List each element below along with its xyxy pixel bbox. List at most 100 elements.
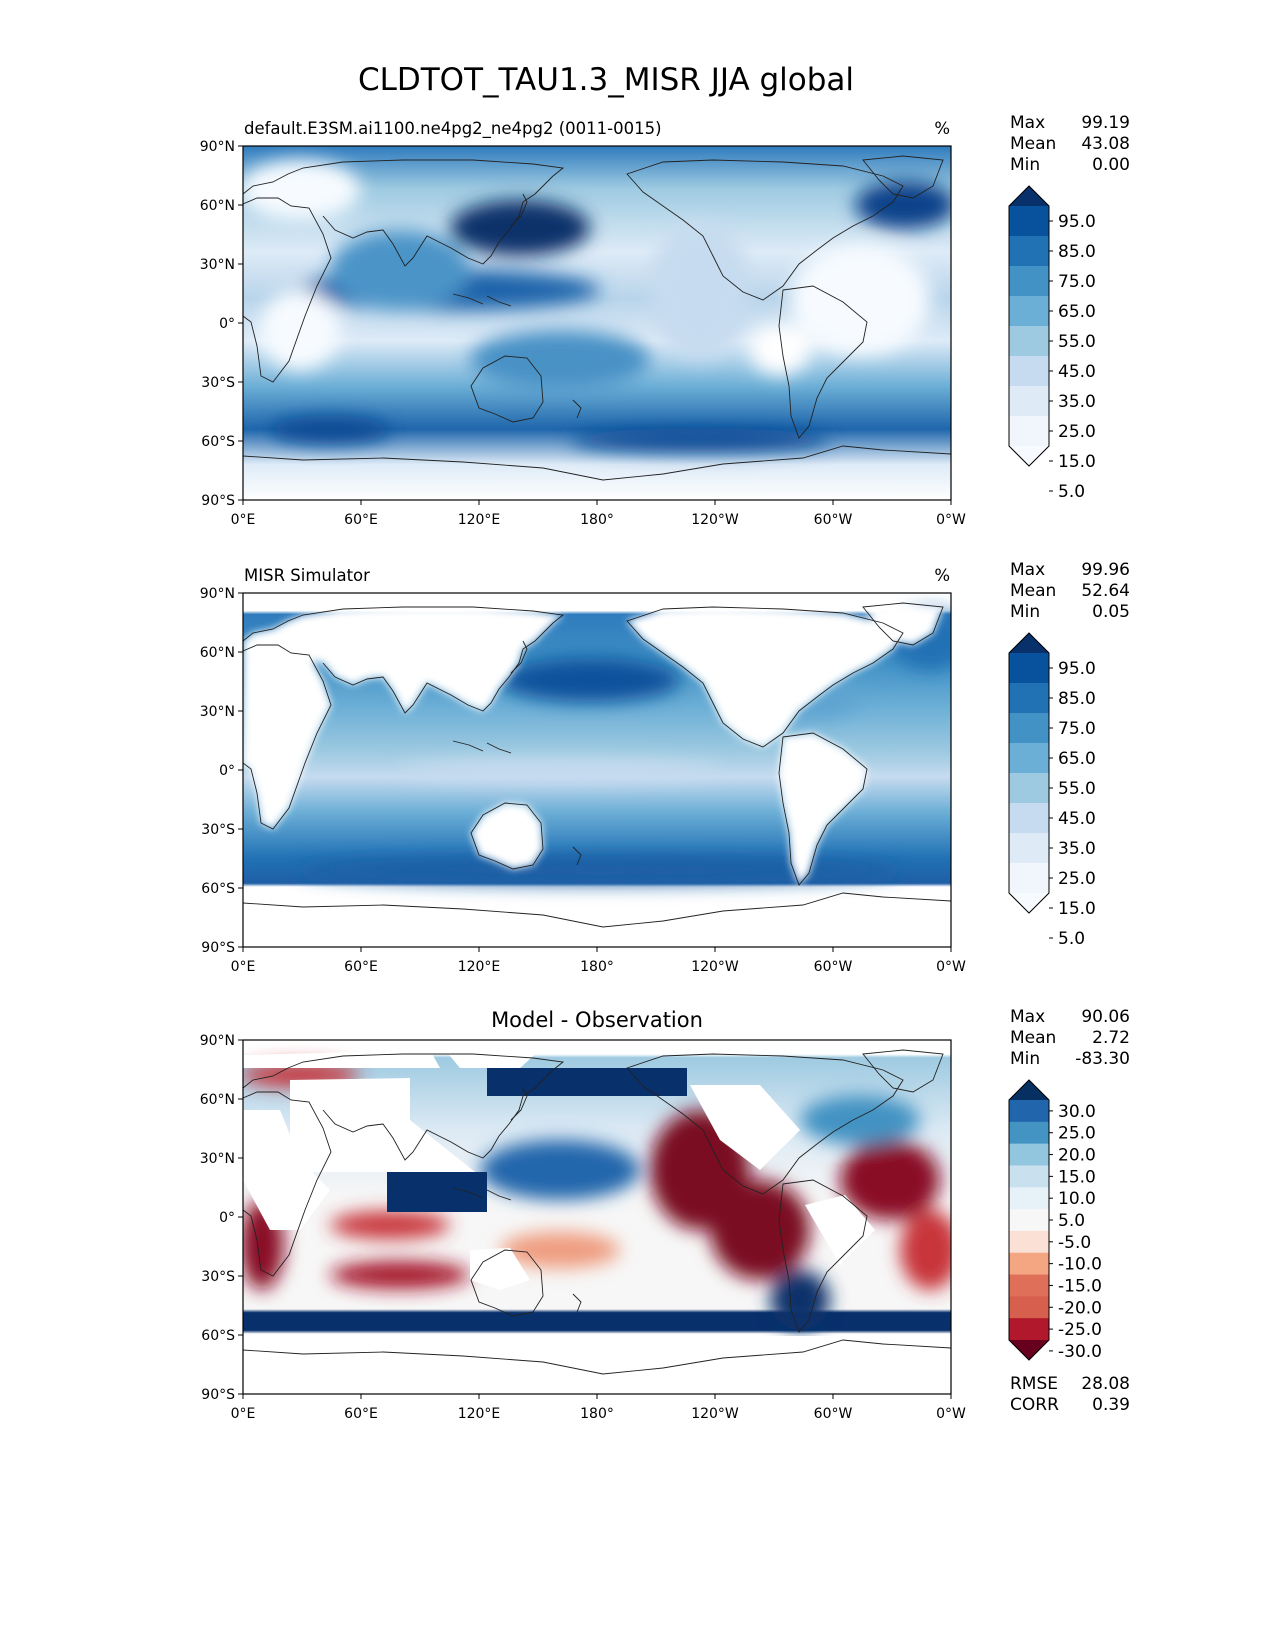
- colorbar-segment: [1009, 236, 1049, 267]
- colorbar-label: 15.0: [1058, 899, 1096, 919]
- lat-tick-label: 90°N: [200, 586, 235, 602]
- lon-tick-label: 120°W: [691, 512, 739, 528]
- colorbar-segment: [1009, 1100, 1049, 1123]
- colorbar-label: -20.0: [1058, 1298, 1102, 1318]
- stat-label: Max: [1010, 560, 1045, 580]
- figure-title: CLDTOT_TAU1.3_MISR JJA global: [358, 62, 854, 98]
- lon-tick-label: 120°W: [691, 1406, 739, 1422]
- stat-label: Mean: [1010, 581, 1056, 601]
- colorbar-outline: [1008, 185, 1050, 467]
- colorbar-segment: [1009, 386, 1049, 417]
- lat-axis: 90°N 60°N 30°N 0° 30°S 60°S 90°S: [200, 139, 243, 509]
- lon-tick-label: 60°E: [344, 959, 378, 975]
- colorbar-label: 85.0: [1058, 689, 1096, 709]
- stat-label: Mean: [1010, 1028, 1056, 1048]
- lat-tick-label: 90°S: [201, 1387, 235, 1403]
- lat-tick-label: 30°N: [200, 1151, 235, 1167]
- lat-tick-label: 30°N: [200, 704, 235, 720]
- lat-tick-label: 60°N: [200, 198, 235, 214]
- colorbar-segment: [1009, 1230, 1049, 1254]
- colorbar-segment: [1009, 1187, 1049, 1210]
- lat-tick-label: 30°S: [201, 822, 235, 838]
- lon-tick-label: 0°E: [231, 1406, 256, 1422]
- lon-axis: 0°E 60°E 120°E 180° 120°W 60°W 0°W: [231, 947, 966, 975]
- colorbar-label: 65.0: [1058, 749, 1096, 769]
- stat-value: -83.30: [1075, 1049, 1130, 1069]
- lon-tick-label: 60°W: [814, 512, 853, 528]
- colorbar-segment: [1009, 1252, 1049, 1276]
- colorbar-label: 30.0: [1058, 1102, 1096, 1122]
- lat-tick-label: 0°: [219, 763, 235, 779]
- lon-tick-label: 120°E: [458, 959, 501, 975]
- colorbar-segment: [1009, 1318, 1049, 1341]
- stat-value: 0.39: [1092, 1395, 1130, 1415]
- colorbar-label: -30.0: [1058, 1342, 1102, 1362]
- colorbar-label: 35.0: [1058, 392, 1096, 412]
- map-field-model: [243, 146, 951, 500]
- colorbar-segment: [1009, 803, 1049, 834]
- lat-tick-label: 60°S: [201, 1328, 235, 1344]
- lat-tick-label: 60°S: [201, 881, 235, 897]
- colorbar-label: 65.0: [1058, 302, 1096, 322]
- colorbar-extend-bottom: [1009, 446, 1049, 466]
- lon-tick-label: 60°W: [814, 959, 853, 975]
- colorbar-label: 35.0: [1058, 839, 1096, 859]
- colorbar-segment: [1009, 713, 1049, 744]
- stat-label: Min: [1010, 602, 1040, 622]
- panel-obs: MISR Simulator %: [200, 560, 1130, 975]
- colorbar: 30.025.020.015.010.05.0-5.0-10.0-15.0-20…: [1008, 1079, 1102, 1362]
- colorbar-label: 5.0: [1058, 482, 1085, 502]
- colorbar-label: 45.0: [1058, 809, 1096, 829]
- stat-label: Min: [1010, 1049, 1040, 1069]
- colorbar-label: 55.0: [1058, 332, 1096, 352]
- stat-label: RMSE: [1010, 1374, 1058, 1394]
- stat-value: 0.05: [1092, 602, 1130, 622]
- colorbar-segment: [1009, 653, 1049, 684]
- colorbar-outline: [1008, 1079, 1050, 1361]
- stat-value: 90.06: [1081, 1007, 1130, 1027]
- lat-tick-label: 60°N: [200, 1092, 235, 1108]
- panel-units: %: [934, 566, 950, 585]
- colorbar-segment: [1009, 266, 1049, 297]
- colorbar-label: 5.0: [1058, 1211, 1085, 1231]
- lon-tick-label: 180°: [580, 512, 614, 528]
- colorbar-segment: [1009, 206, 1049, 237]
- lat-axis: 90°N 60°N 30°N 0° 30°S 60°S 90°S: [200, 1033, 243, 1403]
- colorbar-label: 95.0: [1058, 659, 1096, 679]
- colorbar-segment: [1009, 1143, 1049, 1166]
- lon-tick-label: 0°E: [231, 512, 256, 528]
- panel-model: default.E3SM.ai1100.ne4pg2_ne4pg2 (0011-…: [200, 113, 1130, 528]
- stat-value: 43.08: [1081, 134, 1130, 154]
- stat-label: Min: [1010, 155, 1040, 175]
- colorbar-outline: [1008, 632, 1050, 914]
- colorbar-segment: [1009, 1165, 1049, 1188]
- colorbar-label: 25.0: [1058, 869, 1096, 889]
- colorbar: 95.0 85.0 75.0 65.0 55.0 45.0 35.0 25.0 15.0 5.0: [1008, 632, 1096, 949]
- lon-tick-label: 60°W: [814, 1406, 853, 1422]
- stat-value: 99.19: [1081, 113, 1130, 133]
- colorbar-segment: [1009, 1296, 1049, 1319]
- colorbar-label: 15.0: [1058, 1167, 1096, 1187]
- stat-value: 2.72: [1092, 1028, 1130, 1048]
- lat-tick-label: 30°S: [201, 1269, 235, 1285]
- stat-value: 0.00: [1092, 155, 1130, 175]
- lon-tick-label: 180°: [580, 959, 614, 975]
- lon-tick-label: 120°E: [458, 1406, 501, 1422]
- colorbar-segment: [1009, 833, 1049, 864]
- stats-block: Max 90.06 Mean 2.72 Min -83.30: [1010, 1007, 1130, 1069]
- colorbar-segment: [1009, 416, 1049, 447]
- lat-tick-label: 60°N: [200, 645, 235, 661]
- stat-label: Max: [1010, 113, 1045, 133]
- lon-tick-label: 0°W: [936, 512, 966, 528]
- lon-tick-label: 0°W: [936, 959, 966, 975]
- colorbar-label: 15.0: [1058, 452, 1096, 472]
- colorbar-label: 25.0: [1058, 422, 1096, 442]
- colorbar-label: -5.0: [1058, 1233, 1091, 1253]
- colorbar-label: 20.0: [1058, 1146, 1096, 1166]
- lon-axis: 0°E 60°E 120°E 180° 120°W 60°W 0°W: [231, 500, 966, 528]
- stat-label: CORR: [1010, 1395, 1059, 1415]
- colorbar-segment: [1009, 743, 1049, 774]
- panel-title-left: default.E3SM.ai1100.ne4pg2_ne4pg2 (0011-…: [244, 119, 662, 139]
- colorbar-label: -15.0: [1058, 1276, 1102, 1296]
